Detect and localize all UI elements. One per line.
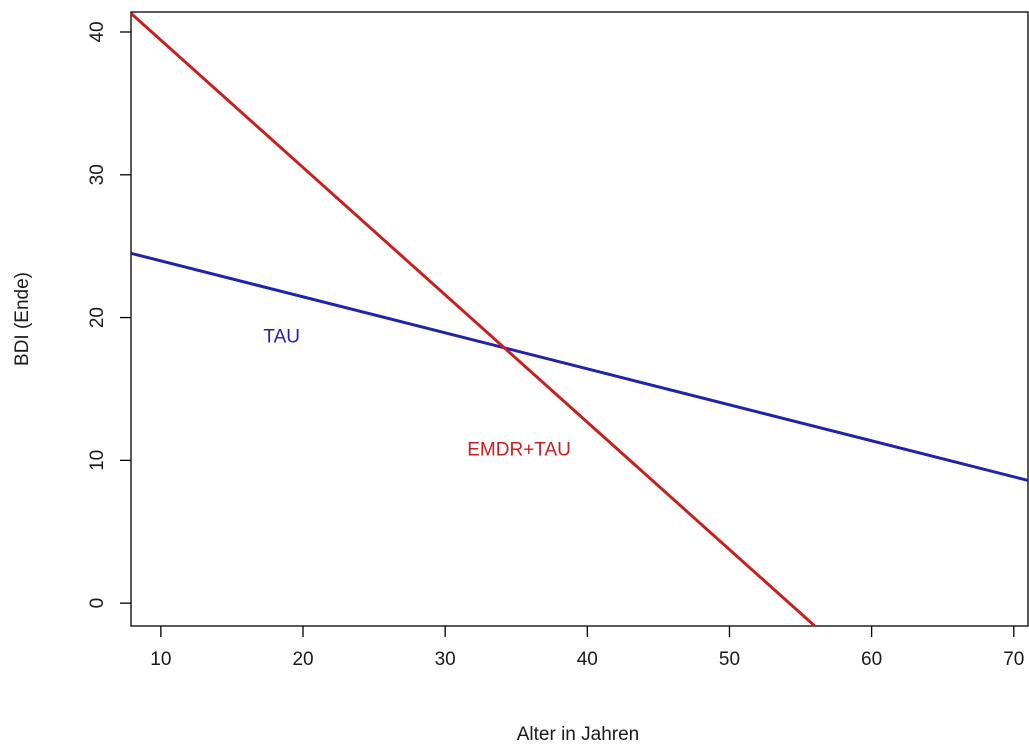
x-tick-label: 40 (577, 649, 598, 670)
x-tick-label: 50 (719, 649, 740, 670)
y-tick-label: 0 (87, 598, 108, 609)
x-axis-title: Alter in Jahren (517, 724, 640, 745)
x-tick-label: 70 (1003, 649, 1024, 670)
annotation-layer: TAU EMDR+TAU (263, 327, 571, 461)
y-tick-label: 30 (87, 164, 108, 185)
series-annotation: EMDR+TAU (467, 439, 571, 460)
series-line-0 (130, 251, 1029, 482)
x-tick-label: 60 (861, 649, 882, 670)
x-axis: 10 20 30 40 50 60 70 (150, 626, 1024, 670)
y-axis-title: BDI (Ende) (12, 272, 33, 366)
series-line-1 (129, 12, 816, 628)
x-tick-label: 30 (435, 649, 456, 670)
y-tick-label: 20 (87, 307, 108, 328)
y-tick-label: 40 (87, 21, 108, 42)
y-axis: 0 10 20 30 40 (87, 21, 131, 608)
x-tick-label: 20 (292, 649, 313, 670)
x-tick-label: 10 (150, 649, 171, 670)
plot-area (130, 11, 1029, 627)
series-layer (129, 12, 1029, 628)
y-tick-label: 10 (87, 450, 108, 471)
series-annotation: TAU (263, 327, 300, 348)
